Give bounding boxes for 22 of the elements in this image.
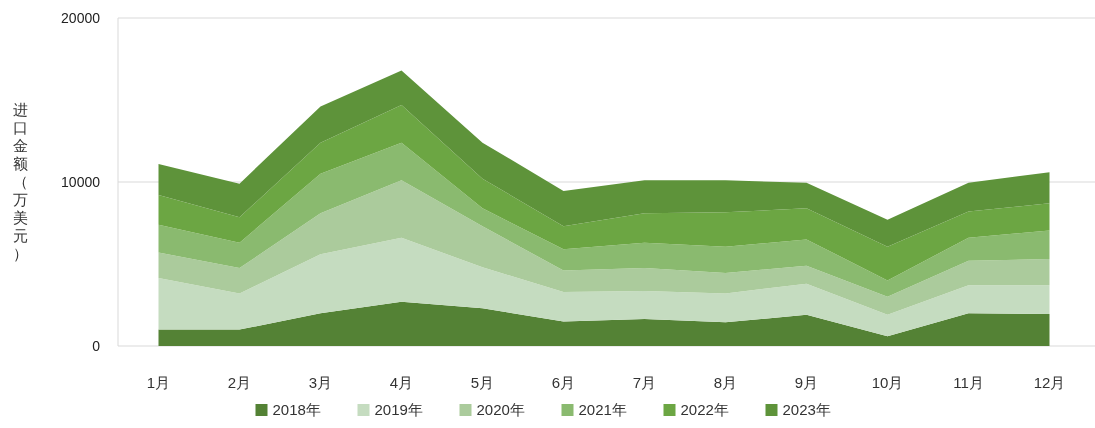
x-tick-label: 10月 xyxy=(871,374,904,391)
x-tick-label: 2月 xyxy=(227,374,252,391)
x-tick-label: 7月 xyxy=(632,374,657,391)
legend-label: 2021年 xyxy=(578,401,627,418)
x-tick-label: 3月 xyxy=(308,374,333,391)
y-tick-label: 20000 xyxy=(61,10,101,26)
x-tick-label: 4月 xyxy=(389,374,414,391)
legend-label: 2020年 xyxy=(476,401,525,418)
legend-label: 2019年 xyxy=(374,401,423,418)
legend-label: 2022年 xyxy=(680,401,729,418)
x-tick-label: 12月 xyxy=(1033,374,1066,391)
x-tick-label: 9月 xyxy=(794,374,819,391)
y-tick-label: 0 xyxy=(92,338,101,354)
x-tick-label: 6月 xyxy=(551,374,576,391)
x-tick-label: 5月 xyxy=(470,374,495,391)
x-tick-label: 11月 xyxy=(953,374,984,391)
x-tick-label: 8月 xyxy=(713,374,738,391)
text: 进口金额（万美元） xyxy=(12,101,28,262)
y-tick-label: 10000 xyxy=(61,174,101,190)
x-tick-label: 1月 xyxy=(146,374,171,391)
legend-label: 2018年 xyxy=(272,401,321,418)
legend-label: 2023年 xyxy=(782,401,831,418)
